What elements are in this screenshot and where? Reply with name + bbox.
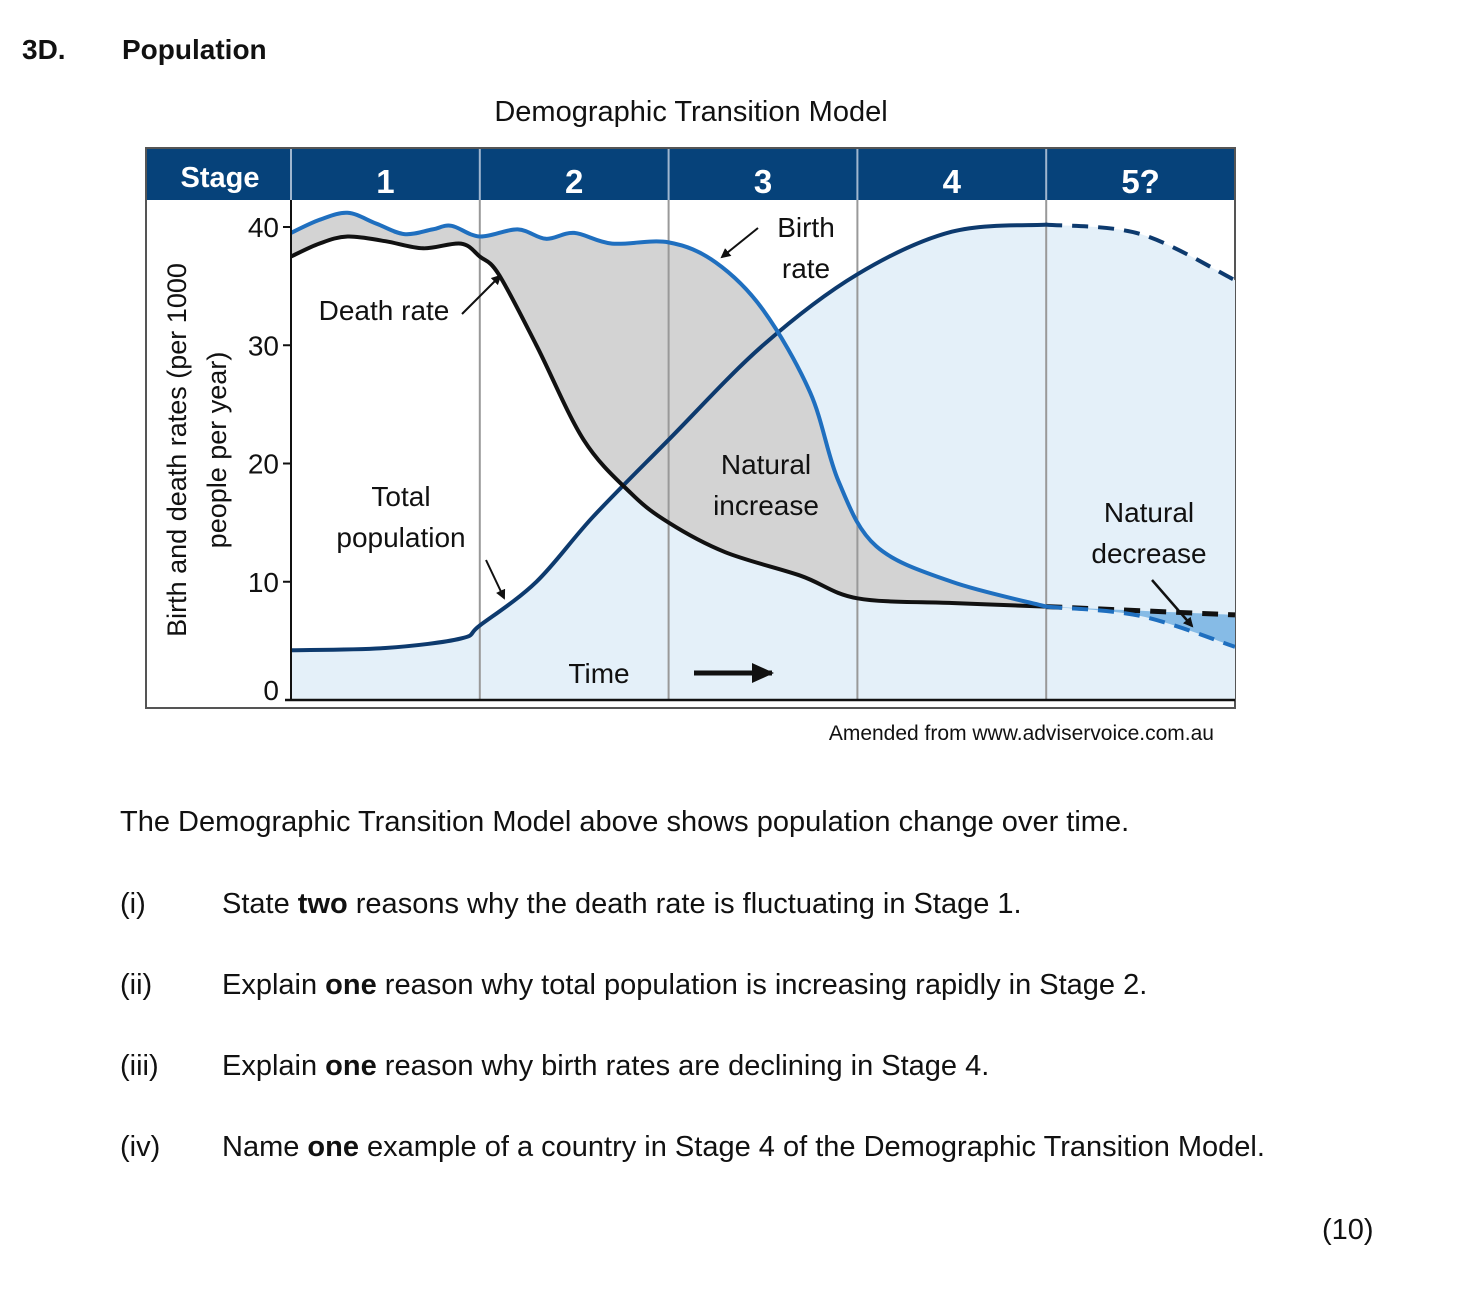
series-line xyxy=(291,234,1049,609)
birth-rate-label-line-1: Birth xyxy=(777,212,835,243)
y-tick-label: 0 xyxy=(263,675,279,706)
y-tick-label: 30 xyxy=(248,330,279,361)
y-axis-label-line-1: Birth and death rates (per 1000 xyxy=(162,263,192,637)
question-item-emphasis: one xyxy=(325,1050,377,1082)
question-item-number: (ii) xyxy=(120,969,153,1001)
total-population-arrow xyxy=(485,559,506,600)
stage-header-label: Stage xyxy=(181,162,260,194)
natural-increase-label-line-1: Natural xyxy=(721,449,811,480)
question-item-emphasis: two xyxy=(297,888,348,920)
series-line xyxy=(1045,604,1235,649)
y-tick-label: 20 xyxy=(248,449,279,480)
question-item-text: Name one example of a country in Stage 4… xyxy=(222,1131,1265,1163)
question-item-text: Explain one reason why total population … xyxy=(222,969,1148,1001)
question-item-text: State two reasons why the death rate is … xyxy=(222,888,1022,920)
question-number: 3D. xyxy=(22,34,66,65)
stage-label: 4 xyxy=(943,163,962,200)
question-item-number: (iii) xyxy=(120,1050,159,1082)
total-population-label-line-2: population xyxy=(336,522,465,553)
question-item-emphasis: one xyxy=(325,969,377,1001)
y-tick-label: 40 xyxy=(248,212,279,243)
y-tick-label: 10 xyxy=(248,567,279,598)
y-axis-label-line-2: people per year) xyxy=(202,352,232,549)
time-label: Time xyxy=(568,658,629,689)
question-item-number: (i) xyxy=(120,888,146,920)
stage-label: 2 xyxy=(565,163,583,200)
natural-decrease-arrow xyxy=(1151,579,1194,628)
series-line xyxy=(291,222,1049,653)
series-line xyxy=(291,210,1049,609)
death-rate-arrow xyxy=(461,274,502,315)
natural-decrease-area xyxy=(1046,606,1235,647)
stage-header-band xyxy=(147,149,1234,200)
question-item-text: Explain one reason why birth rates are d… xyxy=(222,1050,990,1082)
marks-total: (10) xyxy=(1322,1214,1374,1246)
chart-title: Demographic Transition Model xyxy=(494,96,888,128)
question-item-number: (iv) xyxy=(120,1131,161,1163)
death-rate-label: Death rate xyxy=(319,295,450,326)
question-item-emphasis: one xyxy=(307,1131,359,1163)
birth-rate-label-line-2: rate xyxy=(782,253,830,284)
question-title: Population xyxy=(122,34,267,65)
natural-decrease-label-line-1: Natural xyxy=(1104,497,1194,528)
natural-decrease-label-line-2: decrease xyxy=(1091,538,1206,569)
intro-text: The Demographic Transition Model above s… xyxy=(120,806,1130,838)
birth-rate-arrow xyxy=(720,227,759,259)
dtm-chart: Stage 1 2 3 4 5? 0 10 20 30 40 Birth and death r… xyxy=(145,147,1236,709)
stage-label: 1 xyxy=(376,163,394,200)
source-credit: Amended from www.adviservoice.com.au xyxy=(828,722,1214,745)
natural-increase-label-line-2: increase xyxy=(713,490,819,521)
total-population-label-line-1: Total xyxy=(371,481,430,512)
stage-label: 3 xyxy=(754,163,772,200)
stage-label: 5? xyxy=(1121,163,1160,200)
